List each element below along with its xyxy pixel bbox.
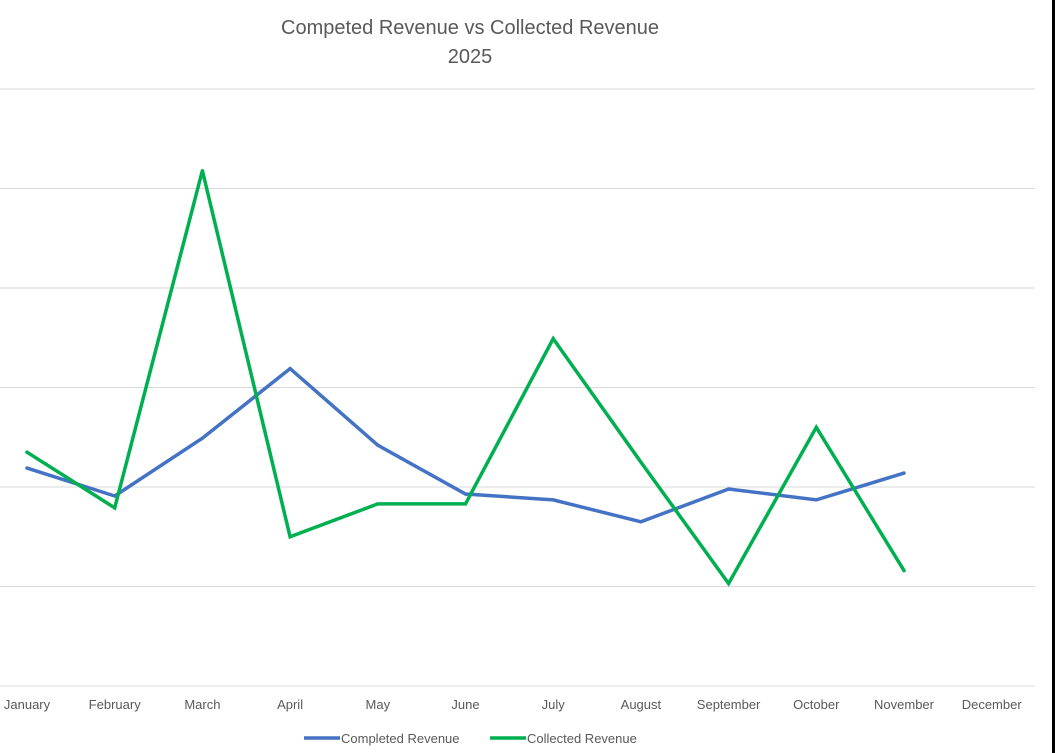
data-point-completed-revenue-may: [376, 443, 380, 447]
data-point-collected-revenue-may: [376, 502, 380, 506]
x-tick-label-february: February: [89, 697, 142, 712]
x-tick-label-november: November: [874, 697, 935, 712]
chart-subtitle: 2025: [448, 46, 493, 68]
x-tick-label-april: April: [277, 697, 303, 712]
legend: Completed Revenue Collected Revenue: [304, 731, 637, 746]
data-point-collected-revenue-january: [25, 450, 29, 454]
data-point-completed-revenue-june: [463, 492, 468, 496]
data-point-completed-revenue-august: [639, 520, 643, 524]
x-tick-label-august: August: [621, 697, 662, 712]
data-point-completed-revenue-january: [25, 466, 29, 470]
data-point-collected-revenue-april: [288, 535, 292, 539]
data-point-completed-revenue-september: [727, 487, 731, 491]
chart-title: Competed Revenue vs Collected Revenue: [281, 17, 659, 39]
data-point-collected-revenue-june: [463, 502, 468, 506]
legend-label-collected-revenue: Collected Revenue: [527, 731, 637, 746]
x-tick-label-june: June: [451, 697, 479, 712]
series-lines: [25, 168, 906, 587]
x-axis-tick-labels: January February March April May June July Augu…: [4, 697, 1022, 712]
data-point-collected-revenue-march: [200, 168, 204, 173]
series-line-completed-revenue: [25, 366, 906, 524]
data-point-collected-revenue-october: [814, 425, 818, 429]
x-tick-label-july: July: [542, 697, 566, 712]
data-point-collected-revenue-august: [639, 460, 643, 464]
gridlines: [0, 88, 1035, 687]
x-tick-label-september: September: [697, 697, 761, 712]
data-point-completed-revenue-july: [551, 498, 555, 502]
chart-frame-edge: [1052, 0, 1055, 753]
data-point-collected-revenue-july: [551, 337, 555, 341]
data-point-collected-revenue-february: [113, 506, 117, 510]
data-point-completed-revenue-april: [288, 366, 292, 371]
data-point-collected-revenue-november: [902, 568, 906, 573]
data-point-completed-revenue-october: [814, 498, 818, 502]
x-tick-label-may: May: [366, 697, 391, 712]
x-tick-label-march: March: [184, 697, 220, 712]
data-point-completed-revenue-march: [200, 436, 204, 440]
x-tick-label-october: October: [793, 697, 840, 712]
x-tick-label-december: December: [962, 697, 1023, 712]
data-point-collected-revenue-september: [727, 581, 731, 586]
x-tick-label-january: January: [4, 697, 51, 712]
data-point-completed-revenue-november: [902, 471, 906, 475]
legend-label-completed-revenue: Completed Revenue: [341, 731, 460, 746]
series-line-collected-revenue: [25, 170, 906, 587]
data-point-completed-revenue-february: [113, 494, 117, 498]
